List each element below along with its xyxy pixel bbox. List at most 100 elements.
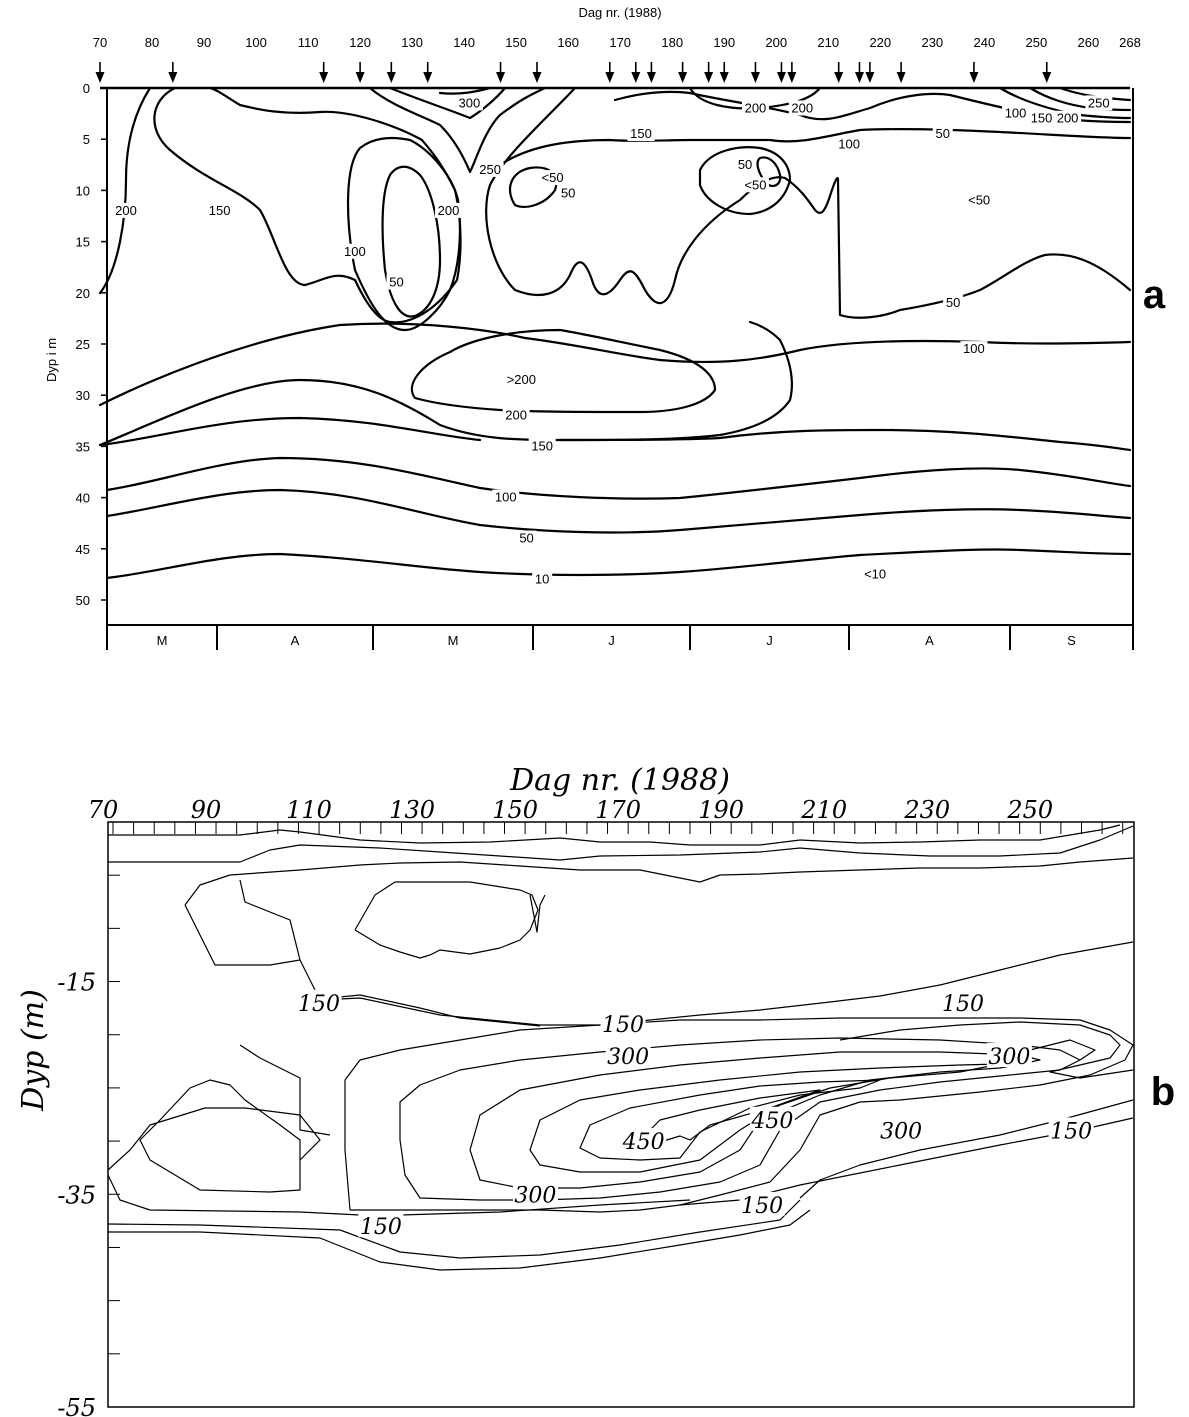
svg-text:100: 100 bbox=[344, 244, 366, 259]
svg-text:50: 50 bbox=[389, 275, 403, 290]
panel-a-title: Dag nr. (1988) bbox=[578, 5, 661, 20]
svg-text:>200: >200 bbox=[507, 372, 536, 387]
svg-text:200: 200 bbox=[745, 100, 767, 115]
svg-text:150: 150 bbox=[1050, 1119, 1092, 1144]
panel-b-contour-label: 150 bbox=[739, 1191, 785, 1219]
panel-a-y-axis-label: Dyp i m bbox=[44, 338, 59, 382]
panel-a-sampling-arrow bbox=[678, 62, 688, 83]
panel-a-y-tick-label: 50 bbox=[76, 593, 90, 608]
panel-b-contour-line bbox=[529, 1063, 1001, 1173]
panel-a-x-tick-label: 220 bbox=[869, 35, 891, 50]
panel-a-contour-line bbox=[485, 86, 1132, 319]
panel-b-contour-line bbox=[399, 1037, 1081, 1201]
panel-b-contour-labels: 150 150 150 300 300 450 450 300 150 300 150 150 bbox=[296, 989, 1094, 1240]
panel-b-contour-label: 300 bbox=[878, 1117, 924, 1144]
panel-a-contour-label: 200 bbox=[1054, 110, 1082, 126]
panel-a-contour-label: <50 bbox=[741, 177, 769, 193]
svg-text:150: 150 bbox=[630, 126, 652, 141]
panel-a-sampling-arrow bbox=[719, 62, 729, 83]
svg-text:50: 50 bbox=[946, 295, 960, 310]
panel-b-contour-line bbox=[239, 1044, 331, 1136]
panel-a-sampling-arrow bbox=[631, 62, 641, 83]
panel-b-contour-label: 450 bbox=[749, 1106, 795, 1134]
panel-a-contour-label: 50 bbox=[943, 295, 964, 311]
panel-b-contour-label: 150 bbox=[296, 989, 342, 1017]
panel-a-sampling-arrow bbox=[834, 62, 844, 83]
svg-text:200: 200 bbox=[505, 408, 527, 423]
panel-b-contour-label: 300 bbox=[986, 1043, 1032, 1070]
panel-b-contour-line bbox=[107, 1174, 691, 1216]
panel-a-contour-label: 150 bbox=[627, 126, 655, 142]
panel-a-month-label: S bbox=[1067, 633, 1076, 648]
panel-a-x-tick-label: 130 bbox=[401, 35, 423, 50]
panel-b-x-tick-label: 130 bbox=[389, 796, 435, 824]
svg-text:300: 300 bbox=[458, 95, 480, 110]
panel-a-contour-label: 100 bbox=[1002, 105, 1030, 121]
panel-b-x-tick-label: 70 bbox=[88, 796, 119, 824]
panel-a-contour-line bbox=[368, 86, 547, 174]
panel-a-contour-line bbox=[381, 165, 442, 318]
panel-a-sampling-arrow bbox=[423, 62, 433, 83]
panel-a-contour-line bbox=[105, 488, 1132, 534]
svg-text:250: 250 bbox=[479, 162, 501, 177]
panel-a-x-tick-label: 80 bbox=[145, 35, 159, 50]
panel-a-sampling-arrow bbox=[704, 62, 714, 83]
panel-b-x-tick-label: 190 bbox=[698, 796, 744, 824]
panel-a-x-tick-label: 160 bbox=[557, 35, 579, 50]
panel-b-letter: b bbox=[1151, 1070, 1175, 1114]
panel-a-y-ticks: 0 5 10 15 20 25 30 35 40 45 50 bbox=[76, 81, 107, 608]
panel-b-contour-line bbox=[579, 1079, 881, 1161]
panel-a-contour-line bbox=[105, 456, 1132, 500]
svg-text:150: 150 bbox=[942, 992, 984, 1017]
panel-b-contour-label: 300 bbox=[605, 1043, 651, 1070]
svg-text:200: 200 bbox=[438, 203, 460, 218]
panel-a-x-tick-label: 140 bbox=[453, 35, 475, 50]
panel-b-title: Dag nr. (1988) bbox=[509, 763, 730, 798]
panel-a-y-tick-label: 30 bbox=[76, 388, 90, 403]
panel-a-contour-label: 200 bbox=[502, 407, 530, 423]
panel-a-y-tick-label: 15 bbox=[76, 235, 90, 250]
panel-a-x-tick-label: 240 bbox=[973, 35, 995, 50]
panel-a-x-tick-label: 70 bbox=[93, 35, 107, 50]
svg-text:200: 200 bbox=[1057, 111, 1079, 126]
panel-b-y-tick-label: -35 bbox=[57, 1181, 96, 1209]
panel-a-y-tick-label: 35 bbox=[76, 439, 90, 454]
svg-text:150: 150 bbox=[531, 438, 553, 453]
panel-a-contour-line bbox=[98, 86, 152, 295]
panel-a-month-label: M bbox=[157, 633, 168, 648]
panel-a-contour-line bbox=[153, 86, 462, 324]
panel-a-sampling-arrow bbox=[532, 62, 542, 83]
panel-a-contours bbox=[98, 86, 1132, 580]
panel-a-contour-line bbox=[105, 548, 1132, 580]
panel-b-y-ticks: -15 -35 -55 bbox=[57, 874, 120, 1417]
svg-text:250: 250 bbox=[1088, 95, 1110, 110]
panel-a-contour-line bbox=[698, 146, 792, 216]
panel-a-contour-label: 10 bbox=[532, 571, 553, 587]
panel-b-y-tick-label: -55 bbox=[57, 1394, 96, 1417]
panel-a-contour-label: 150 bbox=[1028, 110, 1056, 126]
svg-text:150: 150 bbox=[741, 1194, 783, 1219]
panel-b-x-tick-label: 110 bbox=[286, 796, 332, 824]
panel-b-x-tick-label: 250 bbox=[1006, 796, 1053, 824]
svg-text:150: 150 bbox=[298, 992, 340, 1017]
panel-a-x-tick-label: 200 bbox=[765, 35, 787, 50]
panel-b-contour-line bbox=[239, 879, 301, 961]
svg-text:300: 300 bbox=[514, 1183, 556, 1208]
panel-b-contour-label: 150 bbox=[940, 989, 986, 1017]
panel-a-month-label: A bbox=[291, 633, 300, 648]
panel-a-x-tick-label: 230 bbox=[921, 35, 943, 50]
panel-a-contour-line bbox=[558, 428, 1132, 452]
panel-a-contour-label: 300 bbox=[455, 95, 483, 111]
panel-a-y-tick-label: 5 bbox=[83, 132, 90, 147]
panel-a-sampling-arrow bbox=[496, 62, 506, 83]
panel-a-contour-line bbox=[410, 328, 717, 414]
panel-a-sampling-arrow bbox=[355, 62, 365, 83]
panel-a-contour-label: >200 bbox=[504, 371, 539, 387]
panel-b-contour-label: 150 bbox=[358, 1213, 404, 1240]
panel-a-contour-label: 100 bbox=[492, 489, 520, 505]
panel-a-month-label: J bbox=[766, 633, 773, 648]
panel-a-sampling-arrow bbox=[646, 62, 656, 83]
panel-b-x-tick-label: 150 bbox=[492, 796, 538, 824]
panel-b-axes bbox=[107, 821, 1135, 1408]
